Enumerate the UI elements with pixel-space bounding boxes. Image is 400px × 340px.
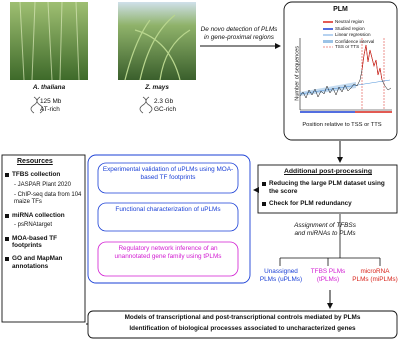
branch-lines [279,214,381,266]
legend-entry: Studied region [335,26,365,31]
box-title: Additional post-processing [284,168,372,175]
photo-texture [124,14,191,81]
conclusion: Identification of biological processes a… [129,325,356,332]
resources-box [1,154,86,323]
resource-item: - psRNAtarget [14,222,53,229]
resource-group: TFBS collection [5,171,83,179]
resource-item: - ChIP-seq data from 104 maize TFs [14,192,82,206]
x-axis-label: Position relative to TSS or TTS [302,122,382,128]
genome-composition: AT-rich [40,106,60,113]
plm-class: microRNA PLMs (miPLMs) [352,268,398,283]
resource-group: GO and MapMan annotations [5,255,83,270]
application: Experimental validation of uPLMs using M… [102,166,234,181]
application: Regulatory network inference of an unann… [114,245,222,260]
plm-box [283,1,398,141]
y-axis-label: Number of sequences [294,45,301,101]
species-name: A. thaliana [32,84,66,91]
conclusion: Models of transcriptional and post-trans… [124,314,361,321]
box-title: Resources [17,158,53,165]
post-processing: Additional post-processing Reducing the … [262,168,394,207]
plm-class: Unassigned PLMs (uPLMs) [259,268,303,283]
application-box [97,202,239,232]
plm-class: TFBS PLMs (tPLMs) [310,268,346,283]
genome-size: 125 Mb [40,98,62,105]
species-name: Z. mays [145,84,169,91]
list-item: Check for PLM redundancy [262,200,394,208]
applications-box [87,154,251,284]
legend-entry: TSS or TTS [335,44,360,49]
dna-icon [30,96,153,114]
resource-item: - JASPAR Plant 2020 [14,182,71,189]
legend-entry: Neutral region [335,19,364,24]
detection-label: De novo detection of PLMs in gene-proxim… [200,26,278,41]
legend-entry: Linear regression [335,32,371,37]
resource-group: miRNA collection [5,212,83,220]
assignment-label: Assignment of TFBSs and miRNAs to PLMs [294,222,356,237]
list-item: Reducing the large PLM dataset using the… [262,180,394,195]
application: Functional characterization of uPLMs [115,206,221,213]
application-box [97,241,239,277]
legend-entry: Confidence interval [335,38,375,44]
genome-size: 2.3 Gb [154,98,174,105]
plm-plot [299,21,392,113]
resources: Resources TFBS collection - JASPAR Plant… [5,158,83,270]
photo-texture [19,1,80,81]
resource-group: MOA-based TF footprints [5,235,83,250]
application-box [97,162,239,194]
genome-composition: GC-rich [154,106,177,113]
panel-title: PLM [333,6,348,13]
